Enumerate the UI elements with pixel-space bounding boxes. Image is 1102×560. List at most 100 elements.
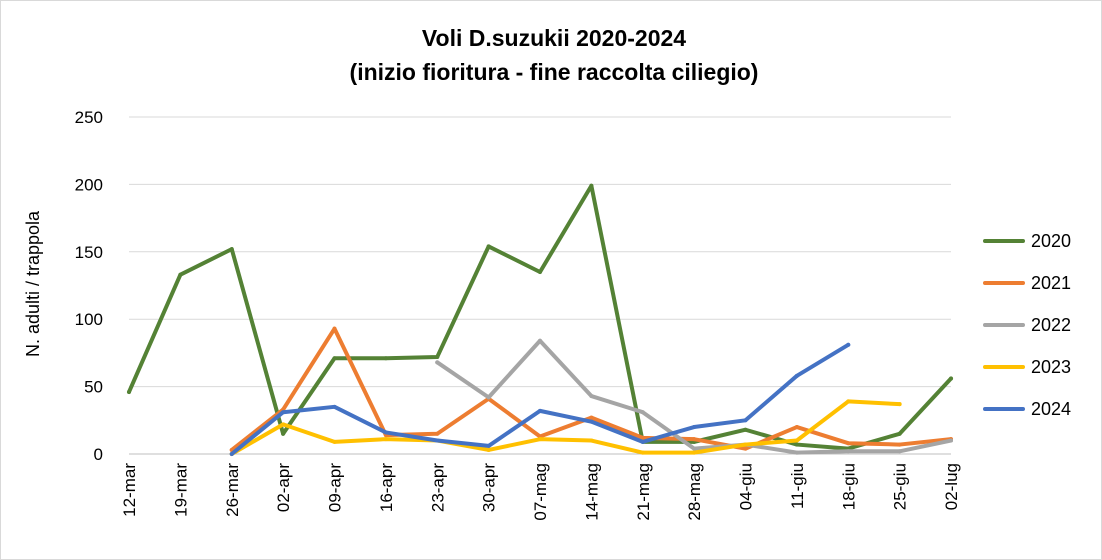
data-point (383, 430, 388, 435)
data-point (743, 427, 748, 432)
data-point (743, 442, 748, 447)
data-point (538, 437, 542, 442)
series-line (229, 399, 902, 456)
data-point (332, 404, 337, 409)
y-tick-label: 50 (84, 378, 103, 397)
y-tick-label: 100 (75, 310, 103, 329)
data-point (794, 425, 799, 430)
x-tick-label: 16-apr (377, 463, 396, 512)
data-point (486, 395, 491, 400)
legend-label: 2023 (1031, 357, 1071, 377)
data-point (692, 450, 697, 455)
legend-label: 2020 (1031, 231, 1071, 251)
data-point (640, 435, 645, 440)
legend-item-2022: 2022 (983, 315, 1071, 335)
data-point (538, 408, 542, 413)
legend-item-2021: 2021 (983, 273, 1071, 293)
legend-item-2020: 2020 (983, 231, 1071, 251)
legend-label: 2024 (1031, 399, 1071, 419)
data-point (640, 410, 645, 415)
x-tick-label: 30-apr (480, 463, 499, 512)
data-point (794, 442, 799, 447)
series-2023 (229, 399, 902, 456)
data-point (640, 439, 645, 444)
series-line (435, 338, 953, 455)
x-tick-label: 07-mag (531, 463, 550, 521)
data-point (692, 437, 697, 442)
data-point (332, 439, 337, 444)
data-point (281, 422, 286, 427)
data-point (897, 431, 902, 436)
data-point (486, 244, 491, 249)
x-tick-label: 11-giu (788, 463, 807, 509)
data-point (178, 272, 183, 277)
data-point (743, 446, 748, 451)
data-point (846, 441, 851, 446)
legend-label: 2021 (1031, 273, 1071, 293)
x-tick-label: 23-apr (428, 463, 447, 512)
x-tick-label: 19-mar (171, 463, 190, 517)
x-axis-ticks: 12-mar 19-mar 26-mar 02-apr 09-apr 16-apr 23-a… (120, 463, 961, 521)
legend-label: 2022 (1031, 315, 1071, 335)
data-point (794, 373, 799, 378)
data-point (486, 443, 491, 448)
data-point (743, 418, 748, 423)
legend: 2020 2021 2022 2023 2024 (983, 231, 1071, 419)
y-tick-label: 150 (75, 243, 103, 262)
legend-item-2024: 2024 (983, 399, 1071, 419)
data-point (435, 360, 440, 365)
data-point (897, 402, 902, 407)
data-point (794, 438, 799, 443)
data-point (589, 415, 594, 420)
data-point (281, 431, 286, 436)
data-point (538, 270, 542, 275)
x-tick-label: 02-apr (274, 463, 293, 512)
x-tick-label: 26-mar (223, 463, 242, 517)
data-point (127, 389, 131, 394)
y-axis-ticks: 0 50 100 150 200 250 (75, 108, 103, 464)
data-point (640, 450, 645, 455)
data-point (383, 437, 388, 442)
data-point (846, 342, 851, 347)
x-tick-label: 09-apr (326, 463, 345, 512)
x-tick-label: 25-giu (891, 463, 910, 510)
data-point (486, 447, 491, 452)
data-point (846, 449, 851, 454)
x-tick-label: 18-giu (839, 463, 858, 510)
data-point (281, 410, 286, 415)
x-tick-label: 14-mag (582, 463, 601, 521)
data-point (897, 449, 902, 454)
data-point (897, 442, 902, 447)
data-point (589, 183, 594, 188)
chart-subtitle: (inizio fioritura - fine raccolta cilieg… (350, 59, 759, 85)
y-tick-label: 0 (94, 445, 103, 464)
y-tick-label: 200 (75, 175, 103, 194)
data-point (589, 438, 594, 443)
data-point (332, 356, 337, 361)
data-point (332, 326, 337, 331)
data-point (846, 399, 851, 404)
y-tick-label: 250 (75, 108, 103, 127)
data-point (435, 354, 440, 359)
data-point (949, 376, 953, 381)
gridlines (129, 116, 951, 455)
data-point (794, 450, 799, 455)
data-point (949, 438, 953, 443)
data-point (383, 356, 388, 361)
data-point (229, 452, 234, 456)
data-point (229, 247, 234, 252)
x-tick-label: 04-giu (737, 463, 756, 510)
data-point (435, 431, 440, 436)
series-lines (127, 183, 953, 456)
series-2024 (229, 342, 851, 456)
y-axis-title: N. adulti / trappola (23, 210, 43, 357)
x-tick-label: 12-mar (120, 463, 139, 517)
data-point (692, 425, 697, 430)
data-point (538, 338, 542, 343)
legend-item-2023: 2023 (983, 357, 1071, 377)
x-tick-label: 28-mag (685, 463, 704, 521)
data-point (435, 438, 440, 443)
data-point (589, 419, 594, 424)
